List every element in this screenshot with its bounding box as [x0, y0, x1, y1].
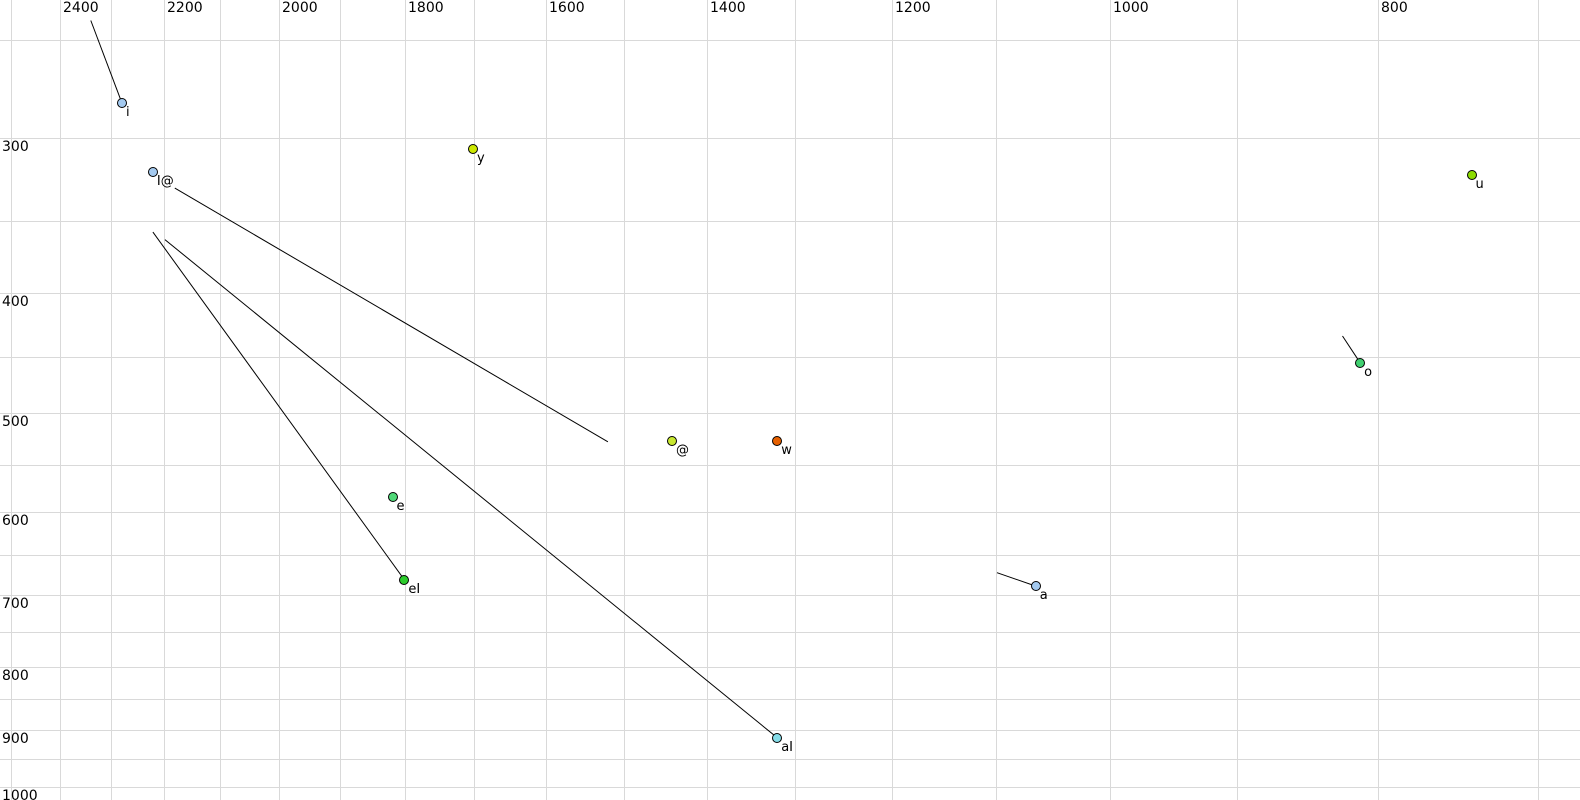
x-axis-tick-label: 2400: [63, 0, 99, 16]
gridline-horizontal: [0, 667, 1580, 668]
x-axis-tick-label: 1600: [549, 0, 585, 16]
gridline-horizontal: [0, 730, 1580, 731]
trajectory-line-aI: [164, 239, 778, 739]
y-axis-tick-label: 400: [2, 294, 29, 310]
data-point-dot-y: [468, 144, 478, 155]
gridline-vertical: [892, 0, 893, 800]
data-point-label-eI: eI: [408, 581, 421, 597]
gridline-vertical: [164, 0, 165, 800]
data-point-dot-u: [1466, 169, 1477, 180]
data-point-label-y: y: [477, 151, 485, 167]
data-point-dot-i: [117, 98, 127, 109]
y-axis-tick-label: 600: [2, 513, 29, 529]
data-point-dot-w: [772, 435, 783, 446]
y-axis-tick-label: 900: [2, 731, 29, 747]
data-point-dot-@: [667, 435, 677, 446]
gridline-vertical: [1237, 0, 1238, 800]
gridline-vertical: [220, 0, 221, 800]
data-point-label-o: o: [1364, 364, 1373, 380]
x-axis-tick-label: 800: [1381, 0, 1408, 16]
x-axis-tick-label: 2200: [167, 0, 203, 16]
gridline-horizontal: [0, 293, 1580, 294]
trajectory-line-I@: [174, 187, 609, 443]
trajectory-line-eI: [152, 231, 405, 581]
data-point-dot-aI: [772, 732, 783, 743]
data-point-dot-I@: [147, 166, 158, 177]
gridline-vertical: [111, 0, 112, 800]
gridline-vertical: [546, 0, 547, 800]
data-point-label-@: @: [676, 442, 689, 458]
data-point-label-e: e: [396, 499, 405, 515]
y-axis-tick-label: 500: [2, 414, 29, 430]
data-point-dot-o: [1355, 357, 1366, 368]
gridline-horizontal: [0, 413, 1580, 414]
data-point-label-I@: I@: [156, 173, 174, 189]
data-point-label-aI: aI: [781, 739, 793, 755]
gridline-vertical: [279, 0, 280, 800]
y-axis-tick-label: 800: [2, 668, 29, 684]
data-point-dot-a: [1030, 581, 1041, 592]
x-axis-tick-label: 1000: [1113, 0, 1149, 16]
gridline-vertical: [474, 0, 475, 800]
gridline-vertical: [795, 0, 796, 800]
trajectory-line-i: [90, 20, 123, 104]
data-point-dot-e: [387, 492, 398, 503]
gridline-vertical: [1110, 0, 1111, 800]
gridline-horizontal: [0, 221, 1580, 222]
gridline-vertical: [1538, 0, 1539, 800]
gridline-vertical: [996, 0, 997, 800]
gridline-horizontal: [0, 787, 1580, 788]
gridline-vertical: [707, 0, 708, 800]
gridline-horizontal: [0, 138, 1580, 139]
gridline-vertical: [340, 0, 341, 800]
x-axis-tick-label: 1800: [408, 0, 444, 16]
gridline-horizontal: [0, 512, 1580, 513]
x-axis-tick-label: 1400: [710, 0, 746, 16]
gridline-horizontal: [0, 555, 1580, 556]
trajectory-line-a: [996, 572, 1036, 587]
gridline-horizontal: [0, 699, 1580, 700]
data-point-dot-eI: [399, 574, 410, 585]
data-point-label-w: w: [781, 442, 792, 458]
gridline-horizontal: [0, 759, 1580, 760]
data-point-label-a: a: [1039, 588, 1048, 604]
gridline-vertical: [60, 0, 61, 800]
gridline-vertical: [1378, 0, 1379, 800]
gridline-horizontal: [0, 40, 1580, 41]
x-axis-tick-label: 1200: [895, 0, 931, 16]
gridline-horizontal: [0, 595, 1580, 596]
data-point-label-u: u: [1475, 176, 1484, 192]
x-axis-tick-label: 2000: [282, 0, 318, 16]
gridline-vertical: [11, 0, 12, 800]
gridline-vertical: [624, 0, 625, 800]
y-axis-tick-label: 700: [2, 596, 29, 612]
y-axis-tick-label: 300: [2, 139, 29, 155]
gridline-horizontal: [0, 465, 1580, 466]
gridline-horizontal: [0, 632, 1580, 633]
gridline-vertical: [405, 0, 406, 800]
y-axis-tick-label: 1000: [2, 788, 38, 800]
data-point-label-i: i: [126, 105, 130, 121]
gridline-horizontal: [0, 357, 1580, 358]
